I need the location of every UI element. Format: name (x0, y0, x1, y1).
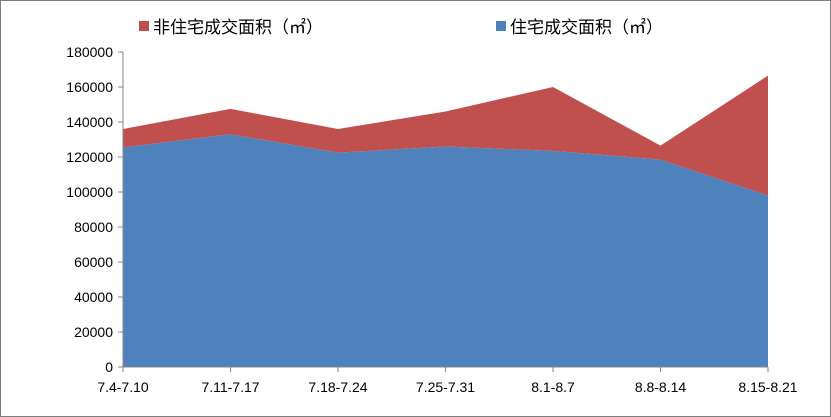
x-tick-label: 8.1-8.7 (531, 379, 575, 395)
legend-label-residential: 住宅成交面积（㎡） (510, 18, 663, 38)
x-tick-labels: 7.4-7.10 7.11-7.17 7.18-7.24 7.25-7.31 8.1-8… (97, 367, 798, 395)
y-tick-label: 180000 (66, 44, 113, 60)
x-tick-label: 7.18-7.24 (308, 379, 367, 395)
y-tick-label: 80000 (74, 219, 113, 235)
legend-swatch-residential (496, 21, 506, 31)
legend-swatch-non-residential (139, 21, 149, 31)
legend: 非住宅成交面积（㎡） 住宅成交面积（㎡） (139, 18, 663, 38)
y-tick-label: 140000 (66, 114, 113, 130)
x-tick-label: 7.25-7.31 (416, 379, 475, 395)
x-tick-label: 7.11-7.17 (201, 379, 259, 395)
y-tick-label: 160000 (66, 79, 113, 95)
y-tick-labels: 0 20000 40000 60000 80000 100000 120000 140000 1… (66, 44, 123, 375)
x-tick-label: 8.15-8.21 (738, 379, 797, 395)
legend-label-non-residential: 非住宅成交面积（㎡） (153, 18, 323, 38)
y-tick-label: 40000 (74, 289, 113, 305)
y-tick-label: 60000 (74, 254, 113, 270)
area-layer (123, 75, 768, 367)
area-series-0 (123, 134, 768, 367)
y-tick-label: 120000 (66, 149, 113, 165)
area-series-1 (123, 75, 768, 196)
x-tick-label: 7.4-7.10 (97, 379, 149, 395)
y-tick-label: 100000 (66, 184, 113, 200)
y-tick-label: 0 (105, 359, 113, 375)
y-tick-label: 20000 (74, 324, 113, 340)
x-tick-label: 8.8-8.14 (635, 379, 687, 395)
